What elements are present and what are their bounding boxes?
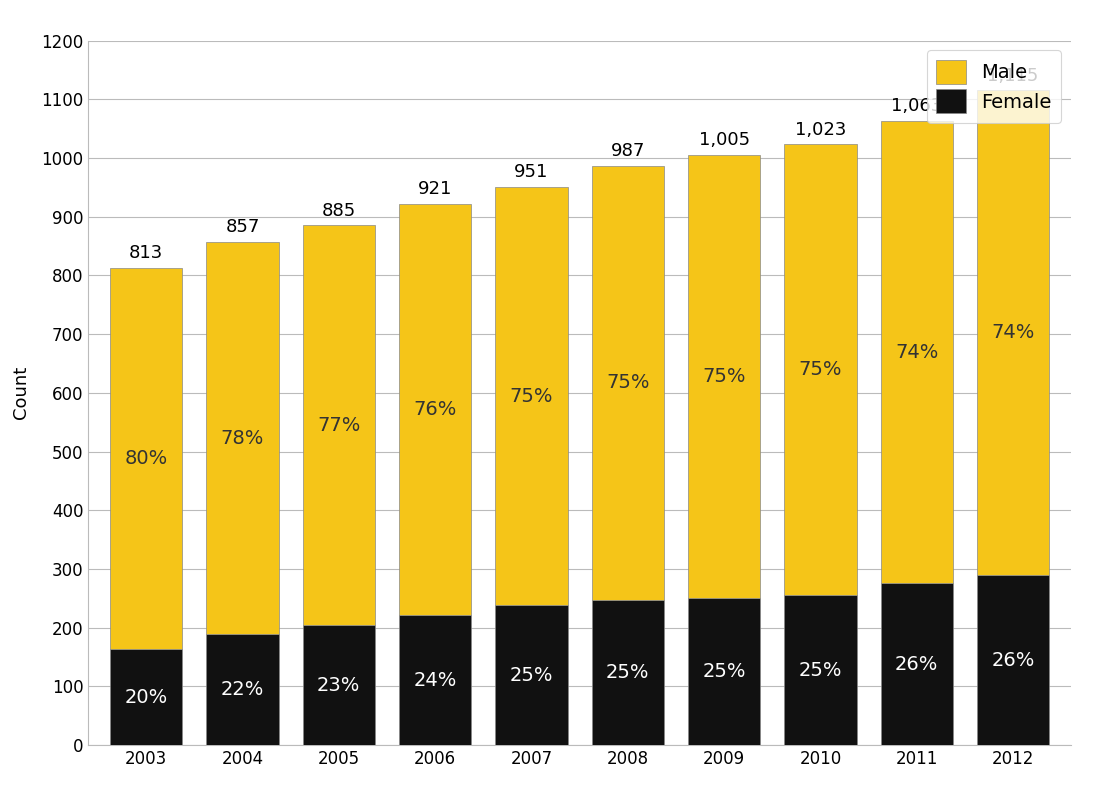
Bar xyxy=(688,598,761,745)
Bar xyxy=(399,616,471,745)
Bar xyxy=(399,204,471,616)
Bar xyxy=(206,242,278,634)
Text: 1,063: 1,063 xyxy=(891,97,943,115)
Text: 75%: 75% xyxy=(798,360,842,379)
Text: 1,023: 1,023 xyxy=(795,121,846,139)
Text: 23%: 23% xyxy=(317,676,361,695)
Bar xyxy=(784,595,857,745)
Text: 76%: 76% xyxy=(413,400,457,420)
Bar xyxy=(977,575,1049,745)
Text: 77%: 77% xyxy=(317,416,361,435)
Bar xyxy=(496,187,567,605)
Legend: Male, Female: Male, Female xyxy=(926,50,1061,123)
Text: 78%: 78% xyxy=(221,428,264,448)
Bar xyxy=(110,268,182,650)
Text: 75%: 75% xyxy=(510,386,553,406)
Text: 25%: 25% xyxy=(606,663,649,682)
Text: 1,115: 1,115 xyxy=(987,66,1039,84)
Text: 987: 987 xyxy=(611,142,645,160)
Text: 24%: 24% xyxy=(413,671,457,690)
Text: 26%: 26% xyxy=(895,654,938,674)
Y-axis label: Count: Count xyxy=(12,366,30,420)
Bar xyxy=(206,634,278,745)
Text: 22%: 22% xyxy=(221,680,264,699)
Text: 74%: 74% xyxy=(991,323,1034,342)
Bar xyxy=(496,605,567,745)
Bar xyxy=(881,583,953,745)
Bar xyxy=(302,625,375,745)
Text: 25%: 25% xyxy=(510,666,553,684)
Bar xyxy=(784,144,857,595)
Text: 921: 921 xyxy=(418,181,453,198)
Text: 1,005: 1,005 xyxy=(699,131,750,149)
Bar xyxy=(688,155,761,598)
Bar xyxy=(110,650,182,745)
Bar xyxy=(592,600,664,745)
Text: 74%: 74% xyxy=(895,343,938,361)
Bar xyxy=(592,165,664,600)
Text: 75%: 75% xyxy=(606,373,649,392)
Bar xyxy=(977,91,1049,575)
Text: 26%: 26% xyxy=(991,650,1034,670)
Text: 813: 813 xyxy=(129,244,163,262)
Text: 80%: 80% xyxy=(125,449,168,468)
Bar xyxy=(302,225,375,625)
Text: 857: 857 xyxy=(225,218,259,236)
Text: 75%: 75% xyxy=(702,367,746,386)
Text: 25%: 25% xyxy=(798,660,842,680)
Bar xyxy=(881,121,953,583)
Text: 25%: 25% xyxy=(702,662,746,681)
Text: 20%: 20% xyxy=(125,688,168,707)
Text: 885: 885 xyxy=(321,202,355,220)
Text: 951: 951 xyxy=(514,163,549,181)
